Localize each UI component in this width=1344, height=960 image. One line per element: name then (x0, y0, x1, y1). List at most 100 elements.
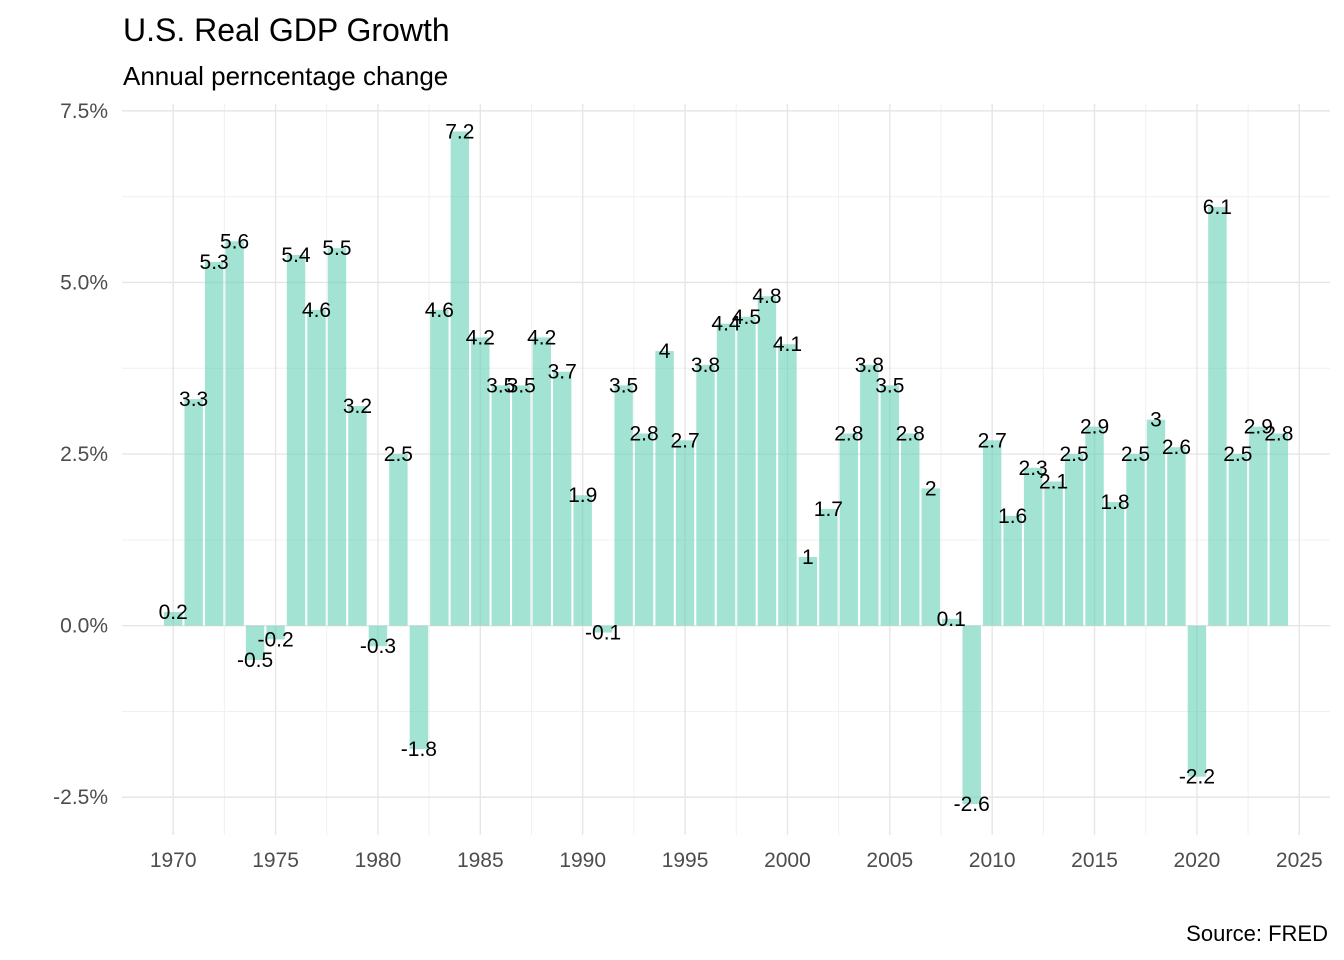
bar-value-label: 3 (1150, 409, 1162, 432)
bar (655, 351, 674, 626)
bar (430, 309, 449, 626)
x-tick-label: 2000 (764, 849, 811, 872)
bar (860, 364, 879, 626)
bar-value-label: 2 (925, 477, 937, 500)
bar (675, 440, 695, 626)
bar-value-label: 2.5 (1223, 443, 1252, 466)
bar-value-label: 2.9 (1080, 416, 1109, 439)
bar (696, 364, 715, 626)
y-tick-label: 0.0% (60, 615, 108, 638)
bar-value-label: -2.6 (954, 793, 990, 816)
bar-value-label: 4.6 (302, 299, 331, 322)
bar-value-label: 4.6 (425, 299, 454, 322)
x-tick-label: 1985 (457, 849, 504, 872)
bar-labels: 0.2 3.3 5.35.6 -0.5-0.2 5.4 4.6 5.5 3.2 -0.3 2.5 -… (159, 120, 1294, 816)
bar-value-label: 1.6 (998, 505, 1027, 528)
bar (1085, 426, 1104, 626)
bar (962, 625, 981, 805)
bar-value-label: 5.4 (281, 244, 311, 267)
bar (1044, 481, 1063, 626)
x-tick-label: 2015 (1071, 849, 1118, 872)
bar (307, 309, 326, 626)
bar (327, 248, 347, 626)
bar (901, 433, 920, 626)
bar-value-label: 3.3 (179, 388, 208, 411)
bar (1228, 454, 1248, 626)
bar-value-label: 2.8 (834, 422, 863, 445)
bar-value-label: 7.2 (445, 120, 474, 143)
bar (1105, 502, 1125, 626)
x-tick-label: 1990 (559, 849, 606, 872)
bar (266, 625, 285, 640)
bar (921, 488, 940, 626)
bar-value-label: 2.3 (1019, 457, 1048, 480)
bar (880, 385, 900, 626)
bar-value-label: 0.2 (159, 601, 188, 624)
bar (1003, 515, 1022, 626)
bar (512, 385, 531, 626)
chart-title: U.S. Real GDP Growth (123, 12, 450, 48)
bar-value-label: 4.5 (732, 306, 761, 329)
bar (757, 296, 777, 626)
bar (839, 433, 859, 626)
bar (593, 625, 613, 633)
bar-value-label: 3.8 (691, 354, 720, 377)
bar (778, 344, 797, 626)
x-tick-label: 2025 (1276, 849, 1323, 872)
x-tick-label: 1970 (150, 849, 197, 872)
chart-subtitle: Annual perncentage change (123, 61, 448, 91)
bar-value-label: 3.5 (609, 374, 638, 397)
bar-value-label: 2.7 (978, 429, 1007, 452)
y-tick-label: 2.5% (60, 443, 108, 466)
bar-value-label: 1.9 (568, 484, 597, 507)
x-tick-label: 1995 (662, 849, 709, 872)
bar (1187, 625, 1207, 777)
bar (737, 316, 756, 626)
bar-value-label: -0.1 (585, 622, 621, 645)
bar-value-label: 4.2 (527, 326, 556, 349)
bar (409, 625, 429, 750)
bar (614, 385, 633, 626)
bar-value-label: -0.5 (237, 649, 273, 672)
bar-value-label: 2.1 (1039, 471, 1068, 494)
bar-value-label: 3.2 (343, 395, 372, 418)
bar (163, 611, 183, 626)
bar-value-label: 2.8 (896, 422, 925, 445)
bar-value-label: 2.5 (1121, 443, 1150, 466)
bars (163, 131, 1289, 805)
bar (1167, 447, 1186, 626)
y-tick-label: 5.0% (60, 271, 108, 294)
y-tick-label: -2.5% (53, 786, 108, 809)
bar-value-label: 4.1 (773, 333, 802, 356)
bar (348, 406, 367, 626)
bar (245, 625, 265, 660)
bar-value-label: 3.5 (875, 374, 904, 397)
bar (450, 131, 470, 626)
bar (716, 323, 736, 626)
bar-value-label: 4 (659, 340, 671, 363)
bar-value-label: 4.4 (711, 313, 741, 336)
x-axis: 1970 1975 1980 1985 1990 1995 2000 2005 2010 2015… (150, 849, 1323, 872)
bar-value-label: 6.1 (1203, 196, 1232, 219)
bar-value-label: 3.5 (486, 374, 515, 397)
bar (1208, 206, 1227, 626)
bar-value-label: 2.8 (630, 422, 659, 445)
bar-value-label: 1.7 (814, 498, 843, 521)
bar-value-label: 5.6 (220, 230, 249, 253)
bar-value-label: 4.8 (752, 285, 781, 308)
x-tick-label: 1980 (355, 849, 402, 872)
bar-value-label: 2.9 (1244, 416, 1273, 439)
bar-value-label: 3.8 (855, 354, 884, 377)
bar-value-label: 2.5 (1059, 443, 1088, 466)
bar-value-label: 5.3 (200, 251, 229, 274)
bar (1269, 433, 1289, 626)
bar-value-label: 2.8 (1264, 422, 1293, 445)
bar (1064, 454, 1084, 626)
bar (634, 433, 654, 626)
bar (798, 557, 818, 626)
bar (1126, 454, 1145, 626)
bar-value-label: 2.5 (384, 443, 413, 466)
bar-value-label: 1.8 (1100, 491, 1129, 514)
bar (819, 508, 838, 626)
